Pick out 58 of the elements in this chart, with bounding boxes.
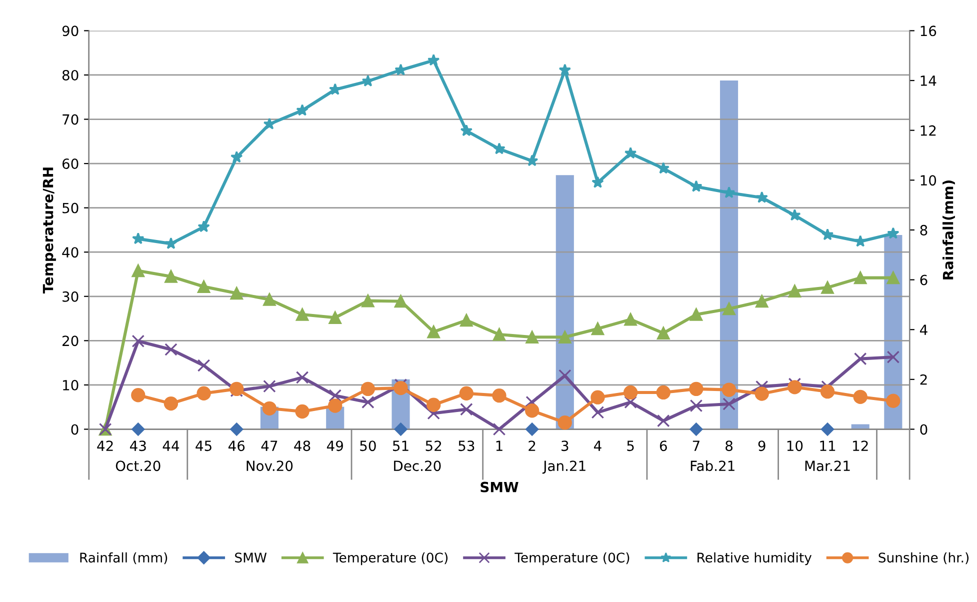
legend-label: Sunshine (hr.)	[878, 552, 969, 564]
text: Mar.21	[805, 460, 850, 472]
legend-label: SMW	[235, 552, 267, 563]
x-tick-label: 43	[130, 440, 146, 452]
y-tick-label: 60	[62, 158, 78, 170]
x-tick-label: 48	[294, 440, 310, 452]
x-tick-label: 2	[528, 440, 536, 451]
x-tick-label: 47	[261, 440, 278, 451]
y2-tick-label: 4	[920, 324, 928, 335]
x-tick-label: 1	[496, 440, 502, 451]
y2-tick-label: 10	[920, 175, 936, 186]
y2-tick-label: 14	[920, 76, 936, 86]
y2-axis-title: Rainfall(mm)	[942, 180, 955, 280]
text: Fab.21	[690, 460, 734, 472]
x-tick-label: 10	[787, 440, 803, 452]
x-tick-label: 53	[458, 440, 474, 452]
y-tick-label: 0	[71, 424, 78, 435]
y-tick-label: 40	[62, 247, 78, 258]
legend-label: Rainfall (mm)	[80, 552, 168, 564]
x-tick-label: 42	[97, 440, 113, 451]
x-tick-label: 12	[853, 440, 868, 451]
x-tick-label: 11	[820, 440, 836, 451]
text: Dec.20	[394, 460, 441, 472]
x-tick-label: 52	[426, 440, 442, 452]
y-tick-label: 20	[62, 336, 78, 346]
legend-label: Temperature (0C)	[514, 552, 630, 566]
x-tick-label: 6	[660, 440, 667, 452]
y-tick-label: 70	[62, 114, 78, 125]
y2-tick-label: 0	[920, 424, 928, 435]
x-tick-label: 45	[196, 440, 212, 452]
y-tick-label: 50	[62, 202, 78, 214]
text: Nov.20	[246, 460, 293, 472]
y2-tick-label: 2	[920, 374, 927, 385]
x-tick-label: 4	[594, 440, 602, 451]
y2-tick-label: 12	[920, 125, 936, 136]
y2-tick-label: 6	[920, 274, 928, 286]
x-tick-label: 3	[562, 440, 568, 452]
x-tick-label: 7	[692, 440, 700, 451]
x-tick-label: 50	[360, 440, 376, 452]
x-tick-label: 8	[726, 440, 733, 452]
x-tick-label: 46	[228, 440, 245, 452]
legend-label: Relative humidity	[698, 552, 812, 566]
y2-tick-label: 16	[920, 26, 936, 36]
x-tick-label: 49	[326, 440, 343, 452]
x-tick-label: 51	[393, 440, 408, 452]
x-axis-title: SMW	[480, 482, 518, 492]
x-tick-label: 9	[758, 440, 766, 452]
text: Oct.20	[116, 460, 160, 472]
text: Jan.21	[542, 460, 586, 474]
y-axis-title: Temperature/RH	[42, 168, 56, 294]
y-tick-label: 90	[62, 26, 78, 36]
y-tick-label: 30	[62, 291, 78, 302]
y-tick-label: 10	[63, 380, 78, 390]
legend-label: Temperature (0C)	[332, 552, 448, 566]
y2-tick-label: 8	[920, 224, 928, 236]
x-tick-label: 44	[162, 440, 180, 451]
y-tick-label: 80	[62, 70, 78, 80]
x-tick-label: 5	[627, 440, 634, 452]
